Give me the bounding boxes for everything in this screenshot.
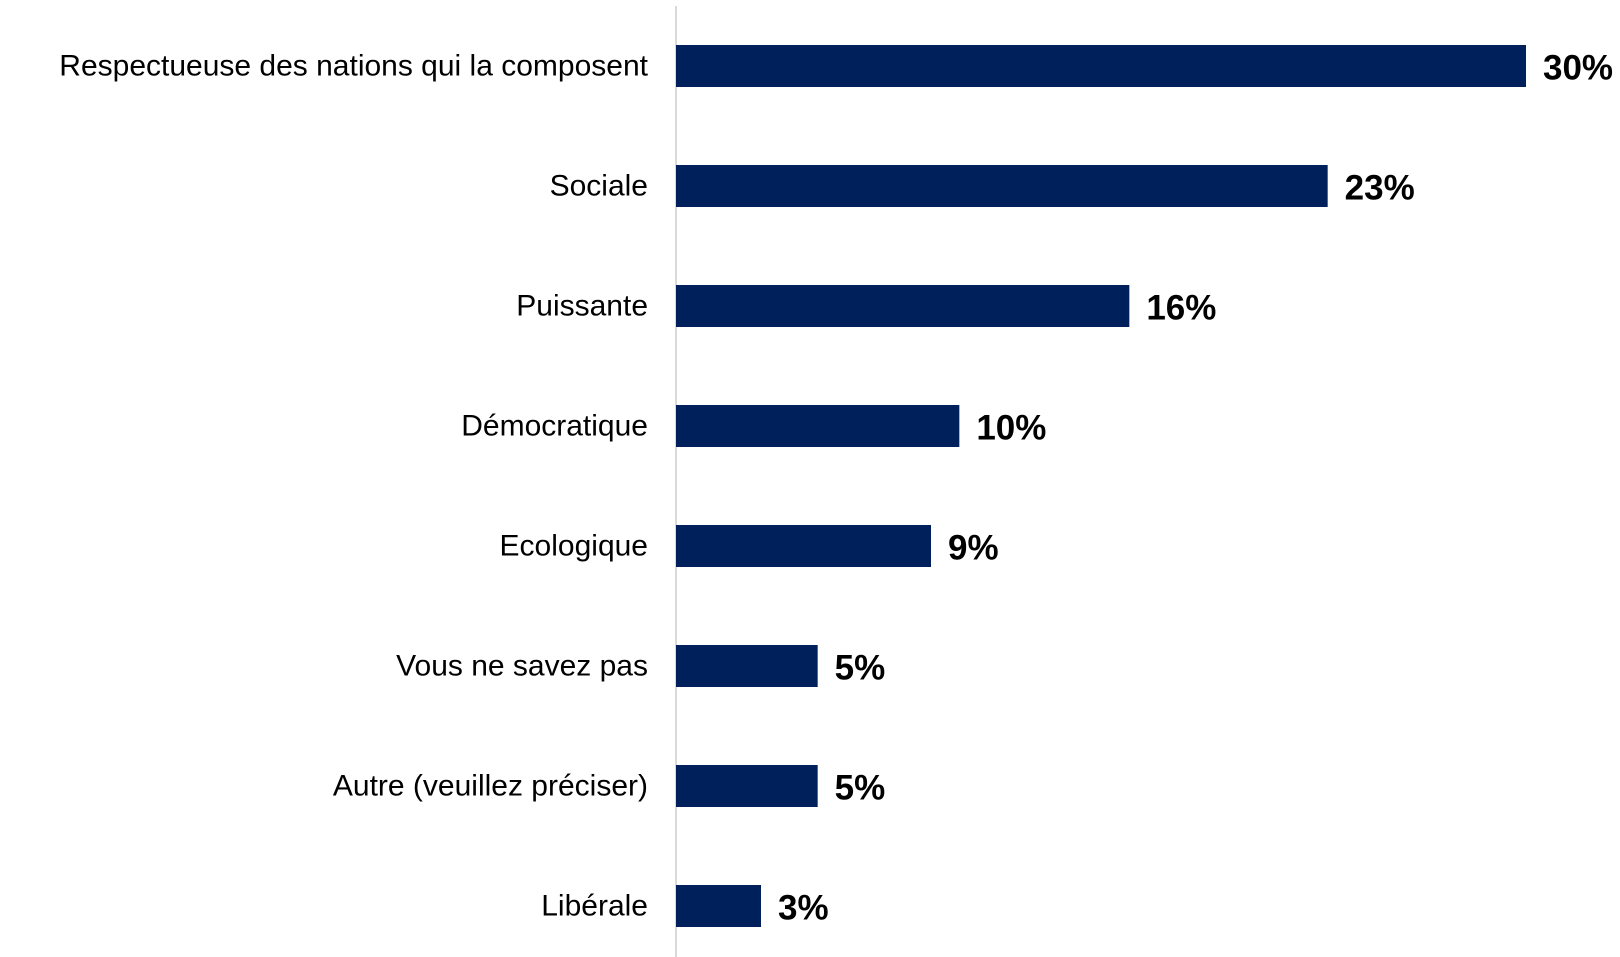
category-label: Sociale (550, 170, 648, 203)
category-label: Ecologique (500, 530, 648, 563)
bar (676, 645, 818, 687)
value-label: 5% (835, 769, 886, 808)
category-label: Autre (veuillez préciser) (333, 770, 648, 803)
value-label: 30% (1543, 49, 1613, 88)
category-label: Libérale (541, 890, 648, 923)
value-label: 10% (976, 409, 1046, 448)
bar (676, 765, 818, 807)
bars-group (676, 45, 1526, 927)
bar (676, 285, 1130, 327)
bar (676, 405, 960, 447)
bar (676, 525, 931, 567)
bar (676, 885, 761, 927)
category-label: Démocratique (461, 410, 648, 443)
value-label: 3% (778, 889, 829, 928)
category-label: Vous ne savez pas (396, 650, 648, 683)
value-label: 16% (1146, 289, 1216, 328)
value-labels-group: 30% 23% 16% 10% 9% 5% 5% 3% (778, 49, 1613, 928)
category-labels-group: Respectueuse des nations qui la composen… (59, 50, 648, 923)
value-label: 23% (1345, 169, 1415, 208)
category-label: Puissante (516, 290, 648, 323)
category-label: Respectueuse des nations qui la composen… (59, 50, 648, 83)
value-label: 5% (835, 649, 886, 688)
bar (676, 45, 1526, 87)
bar (676, 165, 1328, 207)
value-label: 9% (948, 529, 999, 568)
